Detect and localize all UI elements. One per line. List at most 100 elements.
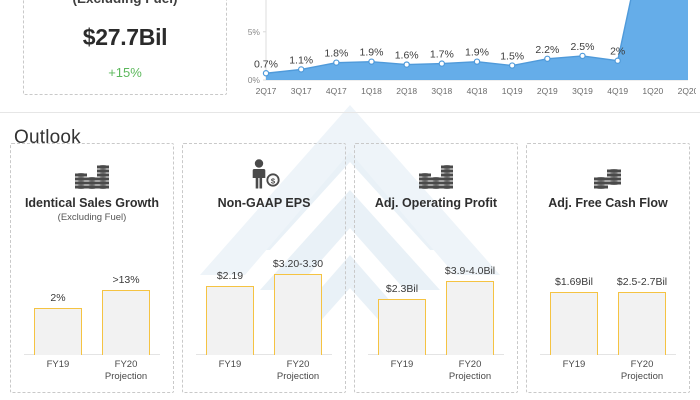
bar [618,292,667,355]
bar-axis-label: FY20 Projection [614,359,669,383]
data-point-label: 2.5% [571,41,595,53]
data-point-marker [544,55,551,62]
card-icon-wrap [417,156,455,190]
bar-group: $1.69Bil [546,276,601,355]
bar-value-label: $2.3Bil [385,283,419,295]
bar-axis-label-main: FY20 [114,359,138,370]
bar-group: $2.3Bil [374,283,429,355]
x-axis-tick-label: 1Q19 [502,86,523,96]
bar [446,281,495,355]
card-icon-wrap [589,156,627,190]
bar-axis-label: FY19 [30,359,85,371]
outlook-section: Outlook Identical Sales Growth (Excluding… [0,113,700,400]
outlook-card: $ Non-GAAP EPS $2.19 FY19 $3.20-3.30 FY20 Pr… [182,143,346,393]
bar-axis-label: FY19 [374,359,429,371]
data-point-label: 1.7% [430,49,454,61]
bar-axis-label-main: FY20 [458,359,482,370]
bar-value-label: $1.69Bil [555,276,593,289]
card-title: Identical Sales Growth [24,196,160,210]
two-coin-stacks-icon [594,169,621,189]
card-icon-wrap [73,156,111,190]
data-point-marker [614,57,621,64]
bar-group: >13% [98,274,153,355]
outlook-cards: Identical Sales Growth (Excluding Fuel) 2%… [10,143,690,393]
kpi-delta: +15% [108,65,142,80]
bar-axis-label-sub: Projection [276,371,320,382]
x-axis-tick-label: 4Q19 [607,86,628,96]
x-axis-tick-label: 3Q17 [291,86,312,96]
person-dollar-icon: $ [252,159,280,189]
bar-labels-row: FY19 [11,355,173,392]
data-point-label: 1.1% [289,54,313,66]
y-axis-tick-label: 5% [248,27,261,37]
outlook-heading: Outlook [14,127,81,148]
bar-axis-label: FY19 [546,359,601,371]
bar [102,290,151,355]
data-point-label: 0.7% [254,58,278,70]
x-axis-tick-label: 1Q18 [361,86,382,96]
chart-svg: 0%5%10%0.7%1.1%1.8%1.9%1.6%1.7%1.9%1.5%2… [248,0,696,96]
bar-axis-label: FY19 [202,359,257,371]
data-point-marker [473,58,481,65]
card-bar-chart: $2.19 FY19 $3.20-3.30 FY20 Projection [183,232,345,392]
bar [33,307,82,355]
x-axis-tick-label: 2Q20 [678,86,696,96]
bar-axis-label-sub: Projection [104,371,148,382]
card-subtitle: (Excluding Fuel) [57,212,127,223]
data-point-label: 1.9% [465,47,489,59]
bar [377,299,426,355]
bar [274,274,323,355]
data-point-marker [333,59,340,66]
bar-group: $2.5-2.7Bil [614,276,669,355]
card-title: Adj. Free Cash Flow [548,196,668,210]
data-point-marker [297,66,305,73]
bar-axis-label-main: FY19 [46,359,70,370]
outlook-card: Identical Sales Growth (Excluding Fuel) 2%… [10,143,174,393]
data-point-marker [508,62,516,69]
bar-axis-label: FY20 Projection [442,359,497,383]
card-title: Adj. Operating Profit [374,196,498,210]
data-point-label: 2% [610,46,625,58]
bar-axis-label: FY20 Projection [270,359,325,383]
bar-value-label: $2.5-2.7Bil [616,276,668,289]
bar-axis-label-sub: Projection [620,371,664,382]
bar-axis-label-main: FY20 [286,359,310,370]
card-bar-chart: $1.69Bil FY19 $2.5-2.7Bil FY20 Projection [527,232,689,392]
coin-stacks-icon [75,165,109,189]
bar-labels-row: FY20 Projection [527,355,689,392]
bar-group: 2% [30,292,85,355]
kpi-subtitle: (Excluding Fuel) [72,0,177,7]
bar-labels-row: FY20 Projection [355,355,517,392]
data-point-marker [579,52,586,60]
bar [205,285,254,355]
bar-baseline [367,354,505,355]
x-axis-tick-label: 1Q20 [642,86,663,96]
bar-group: $3.20-3.30 [270,258,325,355]
card-title: Non-GAAP EPS [217,196,311,210]
data-point-marker [368,58,375,65]
bar-baseline [539,354,677,355]
bar-baseline [23,354,161,355]
bar-labels-row: FY20 Projection [11,355,173,392]
identical-sales-area-chart: 0%5%10%0.7%1.1%1.8%1.9%1.6%1.7%1.9%1.5%2… [236,0,696,102]
bar [549,292,598,355]
bar-value-label: $3.9-4.0Bil [444,265,496,278]
data-point-label: 2.2% [535,44,559,56]
bar-axis-label-main: FY19 [562,359,586,370]
y-axis-tick-label: 0% [248,75,261,85]
outlook-card: Adj. Free Cash Flow $1.69Bil FY19 $2.5-2.7B… [526,143,690,393]
x-axis-tick-label: 4Q18 [467,86,488,96]
bar-axis-label-main: FY19 [218,359,242,370]
card-icon-wrap: $ [245,156,283,190]
bar-axis-label-sub: Projection [448,371,492,382]
bar-axis-label-main: FY19 [390,359,414,370]
data-point-label: 1.6% [395,50,419,62]
bar-group: $3.9-4.0Bil [442,265,497,355]
bar-value-label: >13% [112,274,140,287]
data-point-label: 1.5% [500,51,524,63]
bar-labels-row: FY19 [355,355,517,392]
coin-stacks-icon [419,165,453,189]
top-section: 2Q20 Identical Sales (Excluding Fuel) $2… [0,0,700,112]
x-axis-tick-label: 2Q19 [537,86,558,96]
bar-labels-row: FY19 [183,355,345,392]
